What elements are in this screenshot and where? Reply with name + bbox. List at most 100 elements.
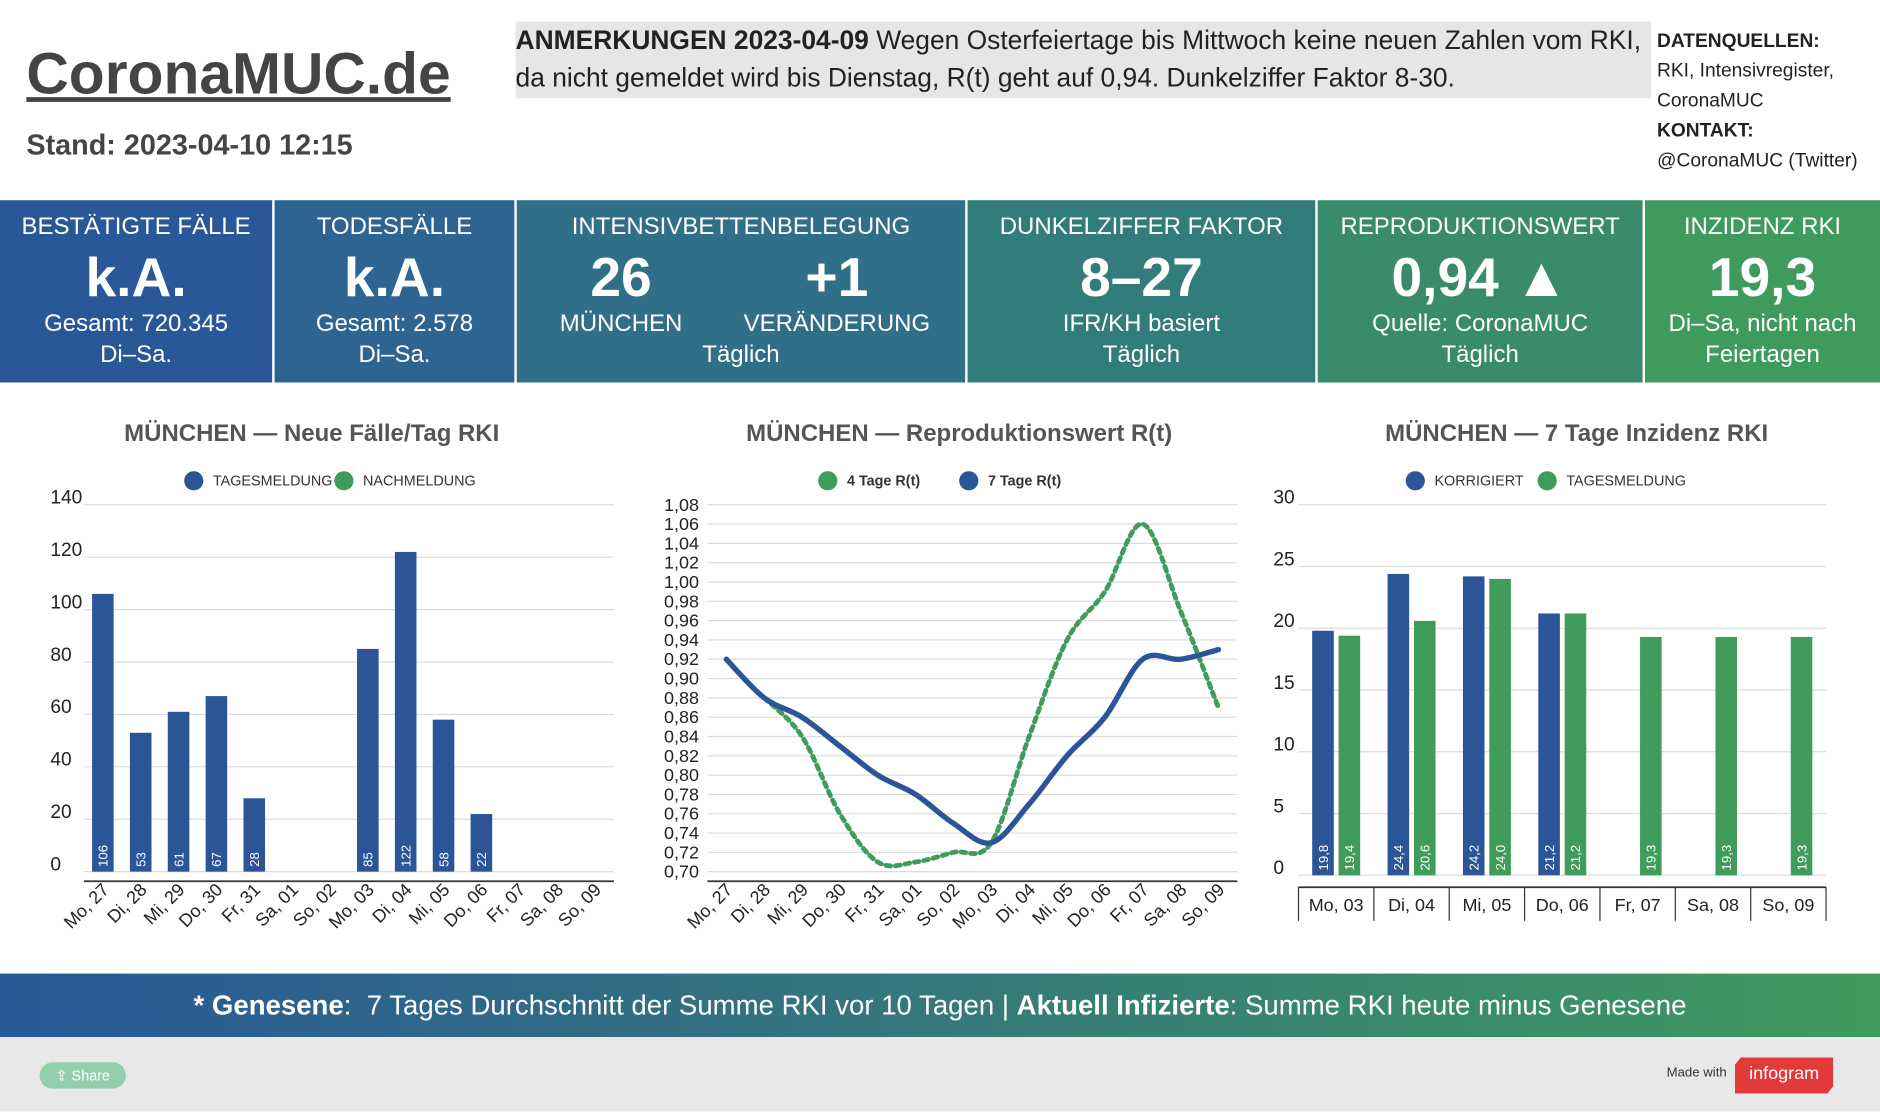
legend-label: NACHMELDUNG: [363, 474, 476, 490]
y-tick-label: 15: [1273, 673, 1294, 694]
tile-line: Täglich: [702, 341, 780, 369]
value-label: 24,2: [1467, 845, 1482, 871]
y-tick-label: 0,76: [664, 804, 699, 824]
value-label: 106: [96, 845, 111, 867]
footer-bold: * Genesene: [193, 989, 344, 1021]
footer-text: : 7 Tages Durchschnitt der Summe RKI vor…: [343, 989, 1017, 1021]
value-label: 24,4: [1391, 845, 1406, 871]
value-label: 20,6: [1418, 845, 1433, 871]
tile-line: IFR/KH basiert: [1062, 310, 1221, 337]
tile-line: Täglich: [1102, 341, 1181, 369]
bar: [1564, 613, 1587, 876]
value-label: 53: [134, 852, 149, 867]
share-label[interactable]: Share: [71, 1067, 110, 1084]
made-with: Made with: [1666, 1065, 1727, 1081]
bar: [243, 798, 266, 872]
y-tick-label: 1,08: [664, 495, 699, 515]
y-tick-label: 140: [50, 488, 82, 509]
y-tick-label: 0,96: [664, 611, 699, 631]
tile-line: Di–Sa.: [358, 341, 431, 369]
legend-label: 4 Tage R(t): [847, 474, 920, 490]
legend-label: 7 Tage R(t): [988, 474, 1061, 490]
legend-marker: [1537, 471, 1557, 491]
value-label: 19,3: [1644, 845, 1659, 871]
tile-line: Gesamt: 2.578: [315, 310, 474, 337]
value-label: 21,2: [1542, 845, 1557, 871]
y-tick-label: 60: [50, 697, 71, 718]
bar: [470, 814, 493, 872]
bar: [205, 696, 228, 872]
x-tick-label: Mo, 27: [60, 880, 113, 933]
bar: [1387, 573, 1410, 876]
tile-title: BESTÄTIGTE FÄLLE: [21, 213, 251, 240]
tile: BESTÄTIGTE FÄLLE k.A. Gesamt: 720.345 Di…: [0, 200, 273, 383]
value-label: 85: [361, 852, 376, 867]
infogram-logo[interactable]: infogram: [1734, 1057, 1834, 1094]
value-label: 61: [171, 852, 186, 867]
tile: REPRODUKTIONSWERT 0,94 ▲ Quelle: CoronaM…: [1317, 200, 1643, 383]
tile-value: k.A.: [343, 245, 446, 309]
bar: [1462, 576, 1485, 876]
bar: [1640, 636, 1662, 876]
share-button[interactable]: ⇪ Share: [39, 1062, 126, 1089]
y-tick-label: 0,82: [664, 746, 699, 766]
y-tick-label: 0,88: [664, 688, 699, 708]
tile: INTENSIVBETTENBELEGUNG 26 MÜNCHEN +1 VERÄN…: [516, 200, 966, 383]
x-tick-label: Di, 04: [1388, 895, 1435, 915]
value-label: 19,3: [1719, 845, 1734, 871]
chart-title: MÜNCHEN — 7 Tage Inzidenz RKI: [1385, 420, 1768, 447]
sources-text: RKI, Intensivregister, CoronaMUC: [1656, 61, 1834, 112]
legend-marker: [1405, 471, 1425, 491]
contact-label: KONTAKT:: [1656, 121, 1754, 142]
x-tick-label: Di, 28: [727, 880, 774, 927]
charts: MÜNCHEN — Neue Fälle/Tag RKI TAGESMELDUNG…: [50, 420, 1827, 933]
y-tick-label: 1,00: [664, 572, 699, 592]
tile-line: Quelle: CoronaMUC: [1372, 310, 1589, 337]
y-tick-label: 20: [1273, 611, 1294, 632]
stand: Stand: 2023-04-10 12:15: [26, 129, 353, 162]
footer-note: * Genesene: 7 Tages Durchschnitt der Sum…: [0, 973, 1880, 1038]
x-tick-label: Di, 04: [368, 880, 415, 927]
x-tick-label: Do, 06: [1536, 895, 1589, 915]
legend-marker: [334, 471, 354, 491]
tile-value: k.A.: [85, 245, 187, 309]
value-label: 19,3: [1794, 845, 1809, 871]
bar: [167, 711, 190, 872]
contact-text: @CoronaMUC (Twitter): [1656, 151, 1858, 172]
y-tick-label: 5: [1273, 796, 1284, 817]
x-tick-label: So, 09: [1178, 880, 1229, 931]
notes: ANMERKUNGEN 2023-04-09 Wegen Osterfeiert…: [515, 21, 1651, 99]
tile: INZIDENZ RKI 19,3 Di–Sa, nicht nach Feie…: [1645, 200, 1880, 383]
y-tick-label: 0,72: [664, 842, 699, 862]
value-label: 19,4: [1342, 845, 1357, 871]
y-tick-label: 100: [50, 592, 82, 613]
tile-line: Di–Sa, nicht nach: [1668, 310, 1857, 337]
tile-sublabel: MÜNCHEN: [559, 310, 683, 337]
chart-title: MÜNCHEN — Reproduktionswert R(t): [746, 420, 1172, 447]
value-label: 122: [398, 845, 413, 867]
bar: [1338, 635, 1361, 876]
x-tick-label: Di, 04: [992, 880, 1039, 927]
x-tick-label: Mi, 05: [1462, 895, 1511, 915]
y-tick-label: 80: [50, 645, 71, 666]
y-tick-label: 30: [1273, 488, 1294, 509]
y-tick-label: 0,84: [664, 726, 699, 746]
bar: [394, 551, 417, 872]
tile-sublabel: VERÄNDERUNG: [743, 310, 931, 337]
notes-label: ANMERKUNGEN 2023-04-09: [515, 25, 869, 56]
x-tick-label: Do, 30: [798, 880, 850, 932]
tile-value: 26: [590, 245, 652, 309]
tile-value: 19,3: [1708, 245, 1817, 309]
value-label: 28: [247, 852, 262, 867]
y-tick-label: 0: [1273, 858, 1284, 879]
bar: [432, 719, 455, 872]
site-title[interactable]: CoronaMUC.de: [26, 41, 451, 107]
bar: [1538, 613, 1560, 876]
bar: [92, 593, 114, 872]
y-tick-label: 0,74: [664, 823, 699, 843]
chart-title: MÜNCHEN — Neue Fälle/Tag RKI: [124, 420, 499, 447]
tile-line: Feiertagen: [1705, 341, 1820, 369]
value-label: 67: [209, 852, 224, 867]
y-tick-label: 120: [50, 540, 82, 561]
